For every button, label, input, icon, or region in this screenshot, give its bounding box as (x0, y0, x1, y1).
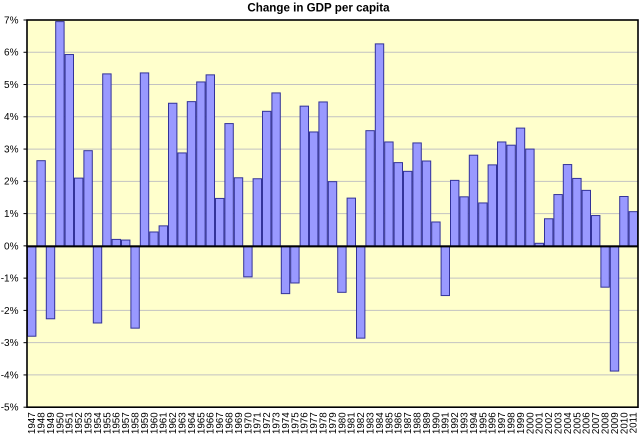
svg-text:1955: 1955 (102, 412, 113, 434)
svg-text:2004: 2004 (563, 412, 574, 434)
svg-text:1959: 1959 (140, 412, 151, 434)
svg-text:-2%: -2% (1, 306, 19, 317)
svg-text:1986: 1986 (394, 412, 405, 434)
svg-text:1995: 1995 (478, 412, 489, 434)
svg-text:4%: 4% (4, 112, 19, 123)
svg-text:1993: 1993 (460, 412, 471, 434)
svg-text:-3%: -3% (1, 338, 19, 349)
svg-text:2001: 2001 (535, 412, 546, 434)
svg-text:Change in GDP per capita: Change in GDP per capita (247, 2, 390, 15)
svg-text:1956: 1956 (112, 412, 123, 434)
svg-text:1967: 1967 (215, 412, 226, 434)
svg-text:1998: 1998 (507, 412, 518, 434)
svg-text:1969: 1969 (234, 412, 245, 434)
svg-text:1965: 1965 (196, 412, 207, 434)
svg-text:1989: 1989 (422, 412, 433, 434)
svg-text:1975: 1975 (290, 412, 301, 434)
svg-text:1974: 1974 (281, 412, 292, 434)
svg-text:-1%: -1% (1, 274, 19, 285)
svg-text:1984: 1984 (375, 412, 386, 434)
svg-text:1949: 1949 (46, 412, 57, 434)
svg-text:1952: 1952 (74, 412, 85, 434)
svg-text:1951: 1951 (65, 412, 76, 434)
svg-text:1962: 1962 (168, 412, 179, 434)
svg-text:-5%: -5% (1, 403, 19, 414)
svg-text:1978: 1978 (319, 412, 330, 434)
svg-text:1954: 1954 (93, 412, 104, 434)
svg-text:1972: 1972 (262, 412, 273, 434)
svg-text:2008: 2008 (601, 412, 612, 434)
svg-text:1990: 1990 (431, 412, 442, 434)
svg-text:1964: 1964 (187, 412, 198, 434)
svg-text:3%: 3% (4, 144, 19, 155)
svg-text:1971: 1971 (253, 412, 264, 434)
svg-text:2006: 2006 (582, 412, 593, 434)
svg-text:1968: 1968 (225, 412, 236, 434)
svg-text:2003: 2003 (554, 412, 565, 434)
svg-text:1996: 1996 (488, 412, 499, 434)
svg-text:1988: 1988 (413, 412, 424, 434)
svg-text:1994: 1994 (469, 412, 480, 434)
svg-text:1961: 1961 (159, 412, 170, 434)
svg-text:1982: 1982 (356, 412, 367, 434)
svg-text:1963: 1963 (178, 412, 189, 434)
svg-text:1960: 1960 (149, 412, 160, 434)
svg-text:1970: 1970 (243, 412, 254, 434)
svg-text:1950: 1950 (55, 412, 66, 434)
svg-text:2007: 2007 (591, 412, 602, 434)
svg-text:1966: 1966 (206, 412, 217, 434)
svg-text:1981: 1981 (347, 412, 358, 434)
svg-text:1997: 1997 (497, 412, 508, 434)
svg-text:1947: 1947 (27, 412, 38, 434)
svg-text:1980: 1980 (337, 412, 348, 434)
svg-text:2005: 2005 (572, 412, 583, 434)
svg-text:2009: 2009 (610, 412, 621, 434)
svg-text:1976: 1976 (300, 412, 311, 434)
svg-text:1948: 1948 (37, 412, 48, 434)
svg-text:1973: 1973 (272, 412, 283, 434)
svg-text:1953: 1953 (84, 412, 95, 434)
svg-text:1979: 1979 (328, 412, 339, 434)
svg-text:1999: 1999 (516, 412, 527, 434)
svg-text:5%: 5% (4, 80, 19, 91)
svg-text:2010: 2010 (619, 412, 630, 434)
svg-text:2%: 2% (4, 177, 19, 188)
svg-text:1977: 1977 (309, 412, 320, 434)
svg-text:1958: 1958 (131, 412, 142, 434)
svg-text:2000: 2000 (525, 412, 536, 434)
svg-text:1957: 1957 (121, 412, 132, 434)
svg-text:1991: 1991 (441, 412, 452, 434)
svg-text:1983: 1983 (366, 412, 377, 434)
svg-text:1992: 1992 (450, 412, 461, 434)
svg-text:1987: 1987 (403, 412, 414, 434)
svg-text:6%: 6% (4, 48, 19, 59)
svg-text:1%: 1% (4, 209, 19, 220)
svg-text:7%: 7% (4, 15, 19, 26)
svg-text:-4%: -4% (1, 370, 19, 381)
svg-text:0%: 0% (4, 241, 19, 252)
svg-text:2002: 2002 (544, 412, 555, 434)
svg-text:2011: 2011 (629, 412, 640, 433)
svg-text:1985: 1985 (384, 412, 395, 434)
